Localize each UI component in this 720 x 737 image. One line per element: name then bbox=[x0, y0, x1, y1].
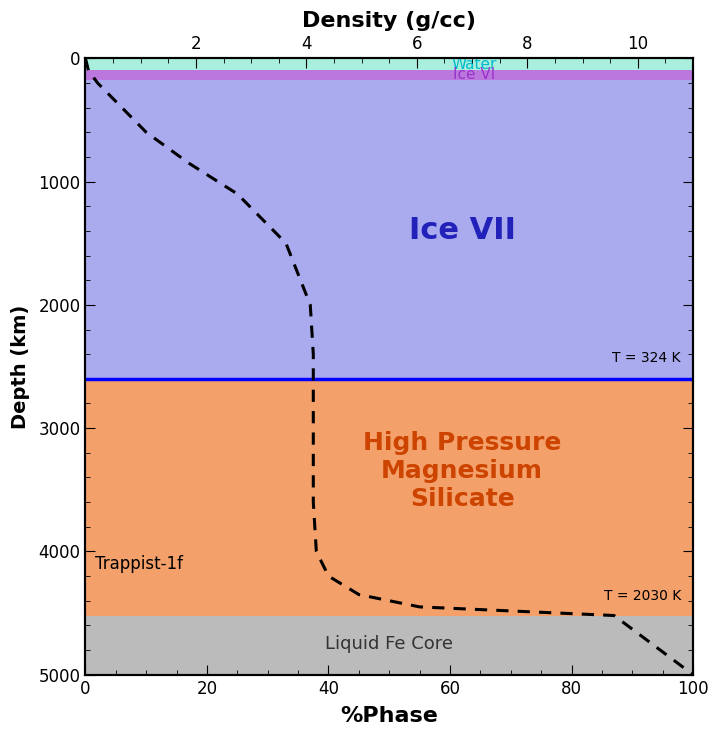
Text: Water: Water bbox=[451, 57, 497, 71]
Bar bbox=[86, 58, 693, 70]
Bar bbox=[86, 615, 693, 674]
Text: Ice VII: Ice VII bbox=[409, 217, 516, 245]
X-axis label: Density (g/cc): Density (g/cc) bbox=[302, 11, 476, 31]
Text: T = 324 K: T = 324 K bbox=[613, 352, 681, 366]
X-axis label: %Phase: %Phase bbox=[341, 706, 438, 726]
Y-axis label: Depth (km): Depth (km) bbox=[11, 304, 30, 429]
Text: T = 2030 K: T = 2030 K bbox=[603, 589, 681, 603]
Bar bbox=[86, 80, 693, 379]
Bar bbox=[86, 379, 693, 615]
Text: Trappist-1f: Trappist-1f bbox=[94, 555, 183, 573]
Text: Liquid Fe Core: Liquid Fe Core bbox=[325, 635, 454, 653]
Text: High Pressure
Magnesium
Silicate: High Pressure Magnesium Silicate bbox=[363, 431, 562, 511]
Text: Ice VI: Ice VI bbox=[453, 68, 495, 83]
Bar bbox=[86, 70, 693, 80]
